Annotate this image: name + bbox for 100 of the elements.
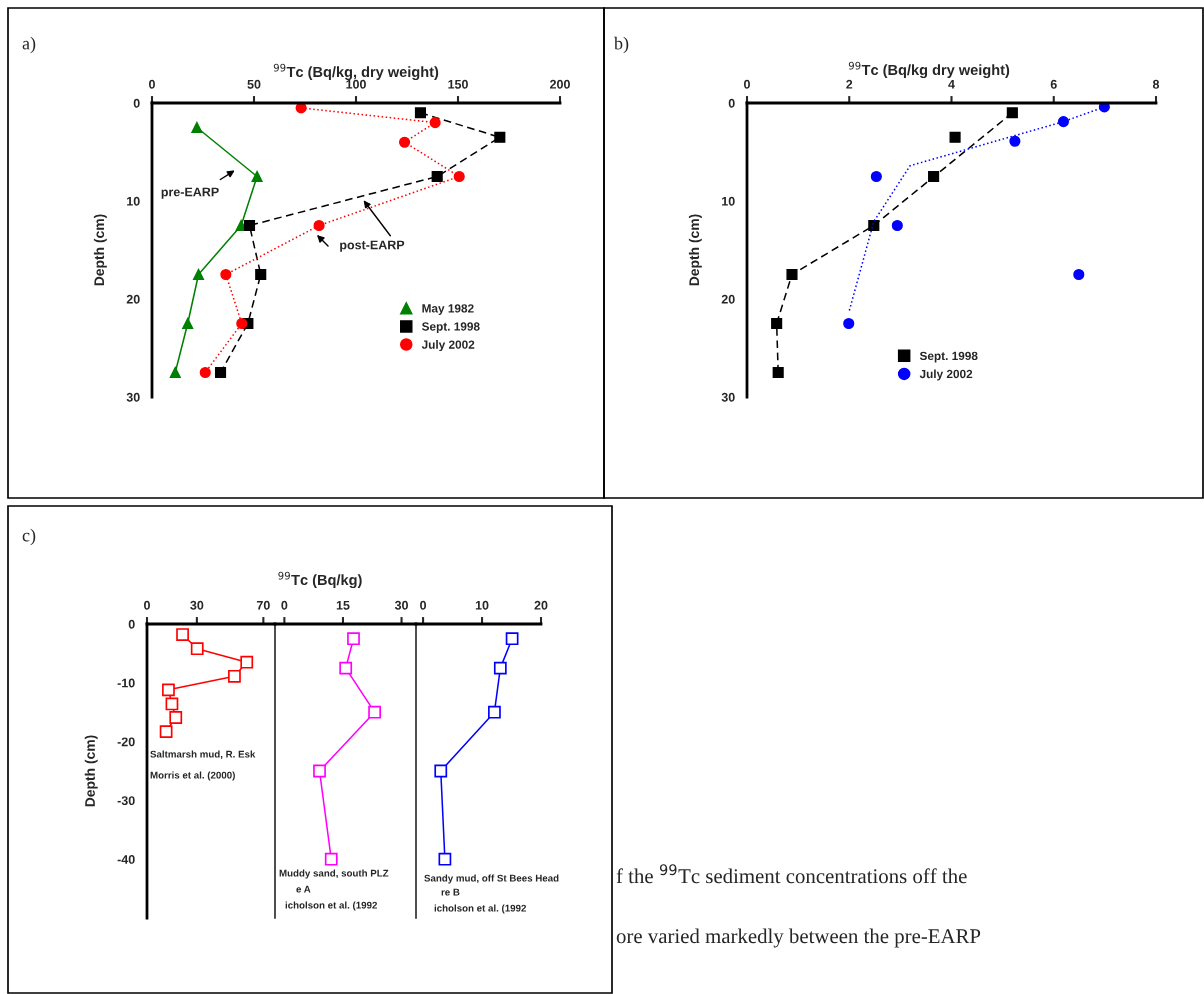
y-tick-label: 10 bbox=[722, 196, 735, 206]
x-tick-label: 6 bbox=[1050, 79, 1057, 89]
x-tick-label: 0 bbox=[744, 79, 750, 89]
point bbox=[438, 852, 452, 866]
point bbox=[772, 366, 784, 379]
annotation: Morris et al. (2000) bbox=[150, 771, 235, 781]
y-axis-title: Depth (cm) bbox=[688, 214, 702, 286]
point bbox=[1009, 135, 1021, 147]
point bbox=[429, 117, 441, 129]
annotation: icholson et al. (1992 bbox=[285, 901, 377, 911]
point bbox=[191, 121, 203, 134]
point bbox=[505, 632, 519, 646]
text: a) bbox=[22, 36, 36, 54]
x-tick-label: 0 bbox=[149, 79, 155, 89]
point bbox=[398, 136, 411, 148]
text: c) bbox=[22, 528, 36, 546]
annotation: post-EARP bbox=[340, 240, 405, 252]
point bbox=[339, 661, 353, 675]
y-tick-label: 30 bbox=[721, 392, 735, 402]
x-tick-label: 200 bbox=[550, 79, 570, 89]
annotation: icholson et al. (1992 bbox=[434, 904, 526, 914]
x-tick-label: 150 bbox=[448, 79, 468, 89]
legend-label: May 1982 bbox=[422, 304, 474, 315]
point bbox=[220, 268, 232, 281]
point bbox=[214, 366, 227, 379]
point bbox=[434, 764, 448, 778]
y-tick-label: 10 bbox=[127, 196, 140, 206]
point bbox=[494, 131, 506, 143]
y-axis-title: Depth (cm) bbox=[84, 735, 98, 807]
text: ore varied markedly between the pre-EARP bbox=[616, 928, 981, 948]
annotation: re B bbox=[441, 888, 460, 896]
x-tick-label: 100 bbox=[346, 79, 366, 89]
point bbox=[1098, 103, 1110, 113]
y-tick-label: -20 bbox=[117, 737, 135, 747]
y-tick-label: 20 bbox=[721, 294, 735, 304]
point bbox=[169, 366, 181, 379]
x-tick-label: 4 bbox=[948, 80, 955, 89]
point bbox=[843, 317, 855, 330]
point bbox=[159, 725, 173, 738]
legend-label: July 2002 bbox=[919, 369, 973, 381]
point bbox=[243, 219, 256, 232]
x-tick-label: 0 bbox=[281, 600, 288, 610]
point bbox=[162, 683, 175, 697]
x-tick-label: 30 bbox=[190, 600, 204, 610]
point bbox=[190, 642, 204, 656]
point bbox=[176, 628, 189, 641]
annotation: Muddy sand, south PLZ bbox=[279, 869, 389, 879]
legend-label: Sept. 1998 bbox=[421, 322, 480, 334]
chart-title: $^{99}$Tc (Bq/kg) bbox=[278, 571, 362, 589]
x-tick-label: 20 bbox=[534, 600, 548, 610]
point bbox=[251, 170, 263, 183]
point bbox=[949, 131, 961, 143]
point bbox=[313, 764, 326, 778]
legend-label: Sept. 1998 bbox=[919, 351, 978, 363]
y-axis-title: Depth (cm) bbox=[93, 214, 107, 286]
x-tick-label: 0 bbox=[420, 600, 427, 610]
point bbox=[928, 170, 940, 183]
point bbox=[324, 852, 338, 866]
x-tick-label: 8 bbox=[1152, 79, 1160, 89]
y-tick-label: 20 bbox=[126, 294, 140, 304]
annotation: pre-EARP bbox=[161, 187, 219, 199]
chart-title: $^{99}$Tc (Bq/kg dry weight) bbox=[848, 61, 1010, 79]
annotation: Sandy mud, off St Bees Head bbox=[424, 874, 559, 884]
y-tick-label: 0 bbox=[728, 98, 735, 108]
chart-title: $^{99}$Tc (Bq/kg, dry weight) bbox=[273, 63, 439, 81]
annotation: Saltmarsh mud, R. Esk bbox=[150, 750, 256, 760]
point bbox=[313, 219, 325, 232]
point bbox=[891, 219, 903, 232]
x-tick-label: 2 bbox=[846, 79, 853, 89]
point bbox=[240, 655, 254, 669]
y-tick-label: 0 bbox=[133, 98, 140, 108]
point bbox=[488, 705, 501, 719]
point bbox=[182, 317, 194, 330]
y-tick-label: -30 bbox=[117, 796, 135, 806]
x-tick-label: 10 bbox=[475, 600, 489, 610]
point bbox=[1073, 268, 1085, 281]
point bbox=[453, 170, 465, 183]
x-tick-label: 50 bbox=[247, 79, 261, 89]
y-tick-label: 0 bbox=[128, 619, 135, 629]
y-tick-label: -10 bbox=[117, 678, 135, 688]
y-tick-label: 30 bbox=[126, 392, 140, 402]
point bbox=[368, 705, 381, 719]
x-tick-label: 0 bbox=[144, 600, 150, 610]
text: b) bbox=[614, 36, 629, 54]
point bbox=[431, 170, 443, 183]
annotation: e A bbox=[296, 885, 311, 893]
point bbox=[165, 697, 179, 711]
point bbox=[236, 317, 248, 330]
x-tick-label: 30 bbox=[394, 600, 408, 610]
point bbox=[228, 669, 241, 683]
x-tick-label: 15 bbox=[336, 601, 350, 610]
legend-label: July 2002 bbox=[421, 340, 475, 352]
point bbox=[1057, 116, 1070, 128]
point bbox=[295, 103, 307, 114]
point bbox=[786, 268, 798, 281]
point bbox=[255, 268, 267, 281]
point bbox=[870, 170, 882, 183]
text: f the $^{99}$Tc sediment concentrations off the bbox=[616, 864, 967, 884]
y-tick-label: -40 bbox=[117, 855, 135, 864]
point bbox=[169, 711, 183, 724]
